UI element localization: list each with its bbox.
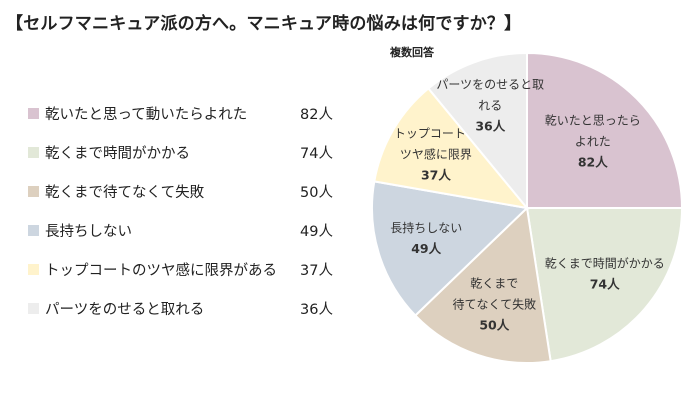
legend-count: 37人 xyxy=(300,263,333,280)
pie-slice xyxy=(413,205,552,364)
slice-category-label: トップコートの xyxy=(394,127,478,141)
legend-label: 乾くまで待てなくて失敗 xyxy=(45,184,205,201)
slice-category-label: ツヤ感に限界 xyxy=(400,147,472,162)
slice-value-label: 36人 xyxy=(475,118,505,133)
slice-value-label: 49人 xyxy=(411,241,441,256)
slice-category-label: 待てなくて失敗 xyxy=(452,296,536,311)
legend-item: 乾くまで時間がかかる 74人 xyxy=(28,139,333,165)
legend-item: パーツをのせると取れる 36人 xyxy=(28,296,333,322)
slice-label: パーツをのせると取れる 36人 xyxy=(436,77,544,133)
legend-swatch xyxy=(28,303,39,315)
pie-slice xyxy=(426,51,528,211)
legend-label: パーツをのせると取れる xyxy=(45,302,205,319)
legend-item: トップコートのツヤ感に限界がある 37人 xyxy=(28,257,333,283)
legend-count: 50人 xyxy=(300,184,333,201)
legend-label: 乾いたと思って動いたらよれた xyxy=(45,106,248,123)
slice-category-label: 乾くまで時間がかかる xyxy=(545,256,665,271)
legend-swatch xyxy=(28,146,39,158)
chart-title: 【セルフマニキュア派の方へ。マニキュア時の悩みは何ですか？】 xyxy=(6,14,522,34)
legend-count: 82人 xyxy=(300,106,333,123)
slice-value-label: 50人 xyxy=(479,317,509,332)
legend-label: 長持ちしない xyxy=(45,224,132,241)
slice-label: 乾くまで待てなくて失敗 50人 xyxy=(452,276,536,332)
slice-label: 乾くまで時間がかかる 74人 xyxy=(545,256,665,292)
legend-item: 乾くまで待てなくて失敗 50人 xyxy=(28,178,333,204)
legend-label: 乾くまで時間がかかる xyxy=(45,145,190,162)
legend-count: 74人 xyxy=(300,145,333,162)
slice-value-label: 74人 xyxy=(590,277,620,292)
slice-value-label: 82人 xyxy=(578,155,608,170)
legend: 乾いたと思って動いたらよれた 82人 乾くまで時間がかかる 74人 乾くまで待て… xyxy=(28,100,333,335)
legend-swatch xyxy=(28,225,39,237)
pie-slice xyxy=(526,51,684,209)
legend-count: 49人 xyxy=(300,224,333,241)
legend-swatch xyxy=(28,185,39,197)
slice-label: トップコートのツヤ感に限界 37人 xyxy=(394,127,478,183)
slice-category-label: れる xyxy=(478,98,502,112)
pie-slice xyxy=(373,87,530,210)
pie-slice xyxy=(525,207,684,363)
legend-swatch xyxy=(28,107,39,119)
legend-swatch xyxy=(28,264,39,276)
slice-category-label: よれた xyxy=(575,135,611,149)
legend-item: 長持ちしない 49人 xyxy=(28,218,333,244)
slice-category-label: 乾くまで xyxy=(470,276,518,290)
slice-category-label: 乾いたと思ったら xyxy=(545,114,641,128)
slice-value-label: 37人 xyxy=(421,168,451,183)
legend-count: 36人 xyxy=(300,302,333,319)
chart-subtitle: 複数回答 xyxy=(390,46,434,59)
legend-label: トップコートのツヤ感に限界がある xyxy=(45,263,277,280)
legend-item: 乾いたと思って動いたらよれた 82人 xyxy=(28,100,333,126)
slice-category-label: パーツをのせると取 xyxy=(436,77,544,91)
slice-label: 長持ちしない 49人 xyxy=(390,220,462,256)
pie-slice xyxy=(371,180,530,317)
slice-category-label: 長持ちしない xyxy=(390,220,462,235)
